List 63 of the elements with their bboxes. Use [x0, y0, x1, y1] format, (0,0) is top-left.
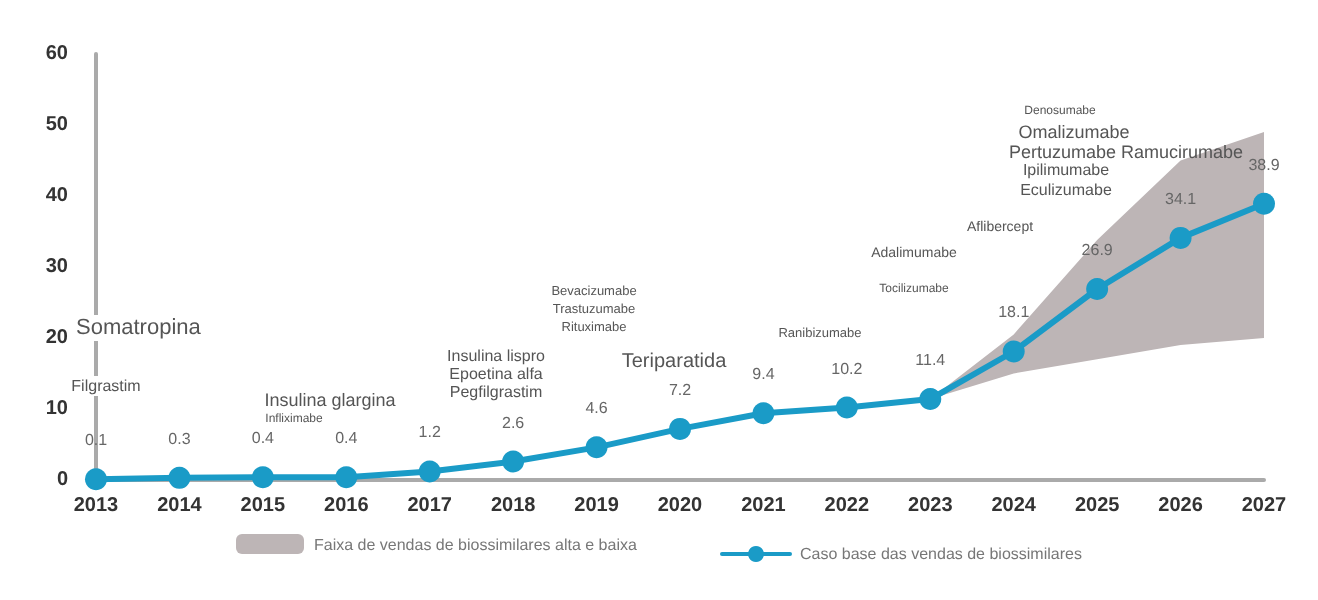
annotation: Filgrastim [71, 377, 142, 395]
legend-label: Caso base das vendas de biossimilares [800, 545, 1082, 563]
y-tick-label: 10 [45, 398, 69, 420]
point [1253, 192, 1275, 215]
x-tick-label: 2014 [157, 495, 203, 517]
y-tick-label: 50 [45, 114, 69, 136]
annotation: Omalizumabe [1018, 122, 1130, 142]
point [168, 466, 191, 489]
point [85, 468, 107, 491]
x-tick-label: 2023 [908, 495, 954, 517]
x-tick-label: 2020 [657, 495, 704, 517]
data-label: 11.4 [915, 351, 947, 370]
y-tick-label: 40 [45, 185, 69, 207]
y-tick-label: 60 [45, 43, 69, 65]
data-label: 2.6 [502, 413, 526, 432]
annotation: Epoetina alfa [449, 365, 544, 383]
point [585, 436, 608, 459]
data-label: 0.3 [168, 429, 192, 448]
data-label: 10.2 [831, 359, 864, 378]
point [669, 417, 691, 440]
point [502, 450, 525, 473]
text: Faixa de vendas de biossimilares alta e baixa [314, 535, 637, 553]
data-label: 0.4 [335, 429, 359, 448]
annotation: Pegfilgrastim [449, 383, 543, 401]
x-tick-label: 2015 [240, 495, 286, 517]
annotation: Eculizumabe [1020, 181, 1113, 199]
point [251, 466, 274, 489]
point [1002, 340, 1025, 363]
x-tick-label: 2017 [407, 495, 453, 517]
data-label: 9.4 [752, 365, 776, 384]
x-tick-label: 2018 [490, 495, 537, 517]
point [752, 402, 775, 425]
annotation: Teriparatida [621, 351, 728, 373]
data-label: 34.1 [1164, 189, 1198, 208]
annotation: Somatropina [76, 316, 203, 340]
x-tick-label: 2025 [1074, 495, 1121, 517]
data-label: 18.1 [998, 303, 1031, 322]
y-tick-label: 20 [45, 327, 69, 349]
data-label: 1.2 [418, 423, 442, 442]
point [1169, 226, 1192, 249]
x-tick-label: 2027 [1241, 495, 1288, 517]
x-tick-label: 2024 [991, 495, 1037, 517]
annotation: Insulina glargina [264, 390, 396, 410]
data-label: 7.2 [668, 380, 693, 399]
annotation: Ipilimumabe [1022, 161, 1111, 179]
x-tick-label: 2022 [824, 495, 870, 517]
point [418, 460, 441, 483]
x-tick-label: 2019 [574, 495, 620, 517]
point [835, 396, 858, 419]
data-label: 4.6 [585, 399, 609, 418]
x-tick-label: 2026 [1158, 495, 1204, 517]
annotation: Insulina lispro [447, 347, 547, 365]
y-tick-label: 0 [56, 469, 69, 491]
x-tick-label: 2013 [73, 495, 120, 517]
y-tick-label: 30 [45, 256, 69, 278]
data-label: 38.9 [1248, 155, 1281, 174]
point [335, 466, 358, 489]
x-tick-label: 2016 [324, 495, 370, 517]
point [1086, 278, 1109, 300]
annotation: Pertuzumabe Ramucirumabe [1008, 142, 1244, 162]
data-label: 0.4 [251, 429, 276, 448]
x-tick-label: 2021 [741, 495, 787, 517]
point [919, 388, 942, 411]
